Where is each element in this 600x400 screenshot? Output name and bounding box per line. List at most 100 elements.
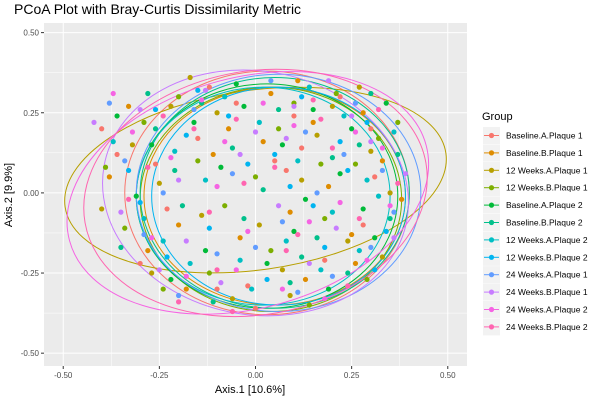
point-12-weeks-b-plaque-1 xyxy=(275,126,282,132)
point-24-weeks-a-plaque-2 xyxy=(214,183,220,190)
point-baseline-a-plaque-2 xyxy=(233,81,239,87)
point-12-weeks-a-plaque-2 xyxy=(160,238,166,244)
point-24-weeks-a-plaque-1 xyxy=(191,106,197,113)
point-baseline-b-plaque-1 xyxy=(126,103,132,109)
point-24-weeks-b-plaque-1 xyxy=(156,267,162,273)
legend-item: 24 Weeks.B.Plaque 1 xyxy=(483,283,588,301)
point-24-weeks-b-plaque-1 xyxy=(402,171,409,177)
point-24-weeks-a-plaque-1 xyxy=(214,251,220,257)
point-24-weeks-b-plaque-2 xyxy=(241,180,247,186)
point-24-weeks-b-plaque-1 xyxy=(391,235,397,241)
confidence-ellipses xyxy=(64,68,447,318)
point-24-weeks-a-plaque-1 xyxy=(368,244,374,250)
point-24-weeks-a-plaque-2 xyxy=(129,129,136,135)
point-24-weeks-a-plaque-2 xyxy=(306,219,312,225)
y-tick-label: -0.25 xyxy=(21,269,40,278)
point-24-weeks-b-plaque-1 xyxy=(368,139,374,145)
point-12-weeks-b-plaque-2 xyxy=(272,151,278,158)
point-baseline-a-plaque-1 xyxy=(283,167,289,174)
legend-label: 24 Weeks.A.Plaque 2 xyxy=(506,305,588,315)
point-12-weeks-a-plaque-1 xyxy=(287,292,293,299)
point-baseline-a-plaque-1 xyxy=(360,222,366,228)
point-24-weeks-a-plaque-1 xyxy=(302,129,309,135)
point-12-weeks-a-plaque-2 xyxy=(306,84,312,90)
point-24-weeks-a-plaque-2 xyxy=(199,97,205,103)
point-baseline-b-plaque-2 xyxy=(356,142,362,148)
point-baseline-b-plaque-2 xyxy=(395,151,401,158)
legend-label: 24 Weeks.B.Plaque 1 xyxy=(506,287,588,297)
point-baseline-b-plaque-1 xyxy=(379,158,385,164)
point-12-weeks-a-plaque-1 xyxy=(299,177,305,183)
point-12-weeks-a-plaque-2 xyxy=(222,94,228,100)
point-12-weeks-b-plaque-2 xyxy=(337,139,343,145)
point-24-weeks-b-plaque-2 xyxy=(395,180,401,186)
point-baseline-a-plaque-2 xyxy=(310,106,316,113)
point-baseline-a-plaque-2 xyxy=(337,171,343,177)
point-12-weeks-b-plaque-1 xyxy=(352,161,359,167)
point-12-weeks-a-plaque-2 xyxy=(249,286,255,292)
point-baseline-a-plaque-1 xyxy=(233,100,239,106)
legend-item: 12 Weeks.B.Plaque 2 xyxy=(483,248,588,266)
point-baseline-b-plaque-1 xyxy=(106,174,112,180)
point-baseline-a-plaque-2 xyxy=(279,142,286,148)
point-baseline-a-plaque-1 xyxy=(114,151,120,158)
point-24-weeks-b-plaque-1 xyxy=(252,129,259,135)
point-12-weeks-a-plaque-2 xyxy=(283,238,289,244)
point-baseline-a-plaque-2 xyxy=(302,196,309,202)
point-24-weeks-b-plaque-2 xyxy=(214,267,220,273)
point-baseline-a-plaque-2 xyxy=(202,247,209,254)
point-baseline-b-plaque-2 xyxy=(241,215,247,222)
legend-label: Baseline.B.Plaque 2 xyxy=(506,218,583,228)
point-12-weeks-b-plaque-1 xyxy=(395,119,401,125)
point-24-weeks-b-plaque-2 xyxy=(191,126,197,132)
point-12-weeks-a-plaque-1 xyxy=(379,254,385,260)
point-24-weeks-a-plaque-2 xyxy=(260,100,266,106)
point-baseline-b-plaque-1 xyxy=(225,126,232,132)
point-24-weeks-a-plaque-1 xyxy=(379,167,385,174)
point-12-weeks-b-plaque-2 xyxy=(152,106,159,113)
point-24-weeks-b-plaque-1 xyxy=(349,113,355,119)
x-tick-label: 0.25 xyxy=(344,371,360,380)
point-baseline-a-plaque-1 xyxy=(214,286,220,292)
point-baseline-b-plaque-2 xyxy=(260,187,266,193)
point-baseline-b-plaque-1 xyxy=(325,183,332,190)
point-baseline-b-plaque-1 xyxy=(399,196,405,202)
point-baseline-a-plaque-2 xyxy=(349,126,355,132)
y-axis-label: Axis.2 [9.9%] xyxy=(3,163,15,227)
point-baseline-a-plaque-1 xyxy=(337,94,343,100)
legend-label: 24 Weeks.B.Plaque 2 xyxy=(506,322,588,332)
point-24-weeks-b-plaque-2 xyxy=(160,113,166,119)
point-24-weeks-a-plaque-1 xyxy=(279,219,286,225)
legend-title: Group xyxy=(482,111,513,123)
legend-label: 24 Weeks.A.Plaque 1 xyxy=(506,270,588,280)
point-baseline-b-plaque-1 xyxy=(360,110,366,116)
point-12-weeks-b-plaque-2 xyxy=(126,167,132,174)
point-12-weeks-b-plaque-1 xyxy=(375,135,382,142)
point-24-weeks-b-plaque-2 xyxy=(295,231,301,238)
point-baseline-a-plaque-1 xyxy=(245,283,251,289)
point-24-weeks-b-plaque-1 xyxy=(306,260,312,267)
point-24-weeks-a-plaque-1 xyxy=(314,190,320,196)
point-12-weeks-a-plaque-1 xyxy=(156,180,162,186)
point-baseline-a-plaque-2 xyxy=(372,235,378,241)
legend-item: 12 Weeks.A.Plaque 2 xyxy=(483,231,588,249)
point-baseline-b-plaque-2 xyxy=(152,126,159,132)
point-12-weeks-a-plaque-2 xyxy=(356,247,362,254)
legend-item: 24 Weeks.A.Plaque 1 xyxy=(483,266,588,284)
point-12-weeks-a-plaque-1 xyxy=(345,238,351,244)
point-baseline-a-plaque-2 xyxy=(325,286,332,292)
point-24-weeks-a-plaque-2 xyxy=(291,122,297,129)
point-12-weeks-a-plaque-1 xyxy=(356,84,362,90)
point-baseline-a-plaque-1 xyxy=(291,113,297,119)
point-12-weeks-a-plaque-1 xyxy=(187,74,193,81)
point-24-weeks-a-plaque-1 xyxy=(122,158,128,164)
point-12-weeks-a-plaque-1 xyxy=(256,222,262,228)
legend-label: Baseline.B.Plaque 1 xyxy=(506,148,583,158)
point-24-weeks-b-plaque-1 xyxy=(175,177,182,183)
point-12-weeks-a-plaque-1 xyxy=(279,267,286,273)
point-baseline-b-plaque-2 xyxy=(314,235,320,241)
point-baseline-b-plaque-1 xyxy=(145,247,151,254)
point-baseline-b-plaque-1 xyxy=(183,286,189,292)
point-24-weeks-a-plaque-2 xyxy=(337,199,343,206)
